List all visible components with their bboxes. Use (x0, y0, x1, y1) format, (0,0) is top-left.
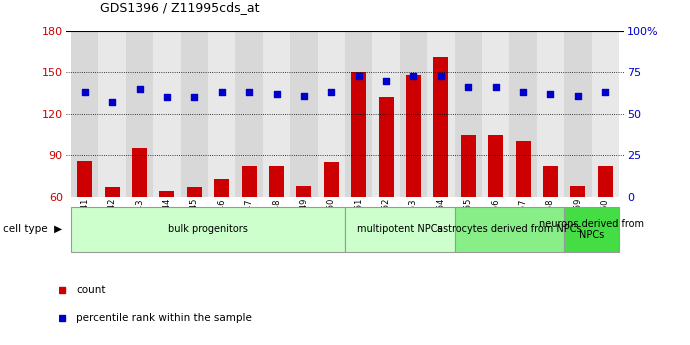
Point (189, 95, 200, 100)
Text: count: count (76, 285, 106, 295)
Bar (509, 31, 537, 197)
Text: multipotent NPCs: multipotent NPCs (357, 225, 442, 234)
Point (271, 91, 282, 97)
Text: bulk progenitors: bulk progenitors (168, 225, 248, 234)
Bar (126, 31, 153, 197)
Bar (297, 186, 311, 197)
Bar (317, 31, 345, 197)
Point (518, 90, 529, 95)
Bar (290, 31, 317, 197)
Bar (461, 135, 476, 197)
Point (326, 90, 337, 95)
Bar (159, 191, 175, 197)
Point (545, 91, 556, 97)
Point (490, 85, 501, 90)
Bar (71, 207, 345, 252)
Bar (598, 166, 613, 197)
Bar (373, 31, 400, 197)
Point (244, 90, 255, 95)
Point (573, 93, 584, 98)
Bar (351, 72, 366, 197)
Point (381, 78, 392, 83)
Bar (263, 31, 290, 197)
Point (107, 99, 118, 105)
Point (353, 73, 364, 79)
Point (600, 90, 611, 95)
Point (298, 93, 309, 98)
Bar (181, 31, 208, 197)
Text: neurons derived from
NPCs: neurons derived from NPCs (539, 219, 644, 240)
Point (134, 86, 145, 92)
Bar (571, 186, 585, 197)
Bar (433, 57, 448, 197)
Point (161, 95, 172, 100)
Bar (427, 31, 455, 197)
Point (79, 90, 90, 95)
Bar (235, 31, 263, 197)
Bar (400, 31, 427, 197)
Bar (482, 31, 509, 197)
Bar (99, 31, 126, 197)
Text: astrocytes derived from NPCs: astrocytes derived from NPCs (437, 225, 582, 234)
Bar (132, 148, 147, 197)
Bar (345, 31, 373, 197)
Bar (187, 187, 202, 197)
Bar (515, 141, 531, 197)
Bar (214, 179, 229, 197)
Bar (455, 31, 482, 197)
Text: percentile rank within the sample: percentile rank within the sample (76, 313, 252, 323)
Bar (208, 31, 235, 197)
Bar (77, 161, 92, 197)
Bar (455, 207, 564, 252)
Text: GDS1396 / Z11995cds_at: GDS1396 / Z11995cds_at (100, 1, 259, 14)
Point (463, 85, 474, 90)
Bar (105, 187, 119, 197)
Point (216, 90, 227, 95)
Bar (269, 166, 284, 197)
Bar (153, 31, 181, 197)
Bar (71, 31, 99, 197)
Bar (345, 207, 455, 252)
Bar (406, 75, 421, 197)
Bar (543, 166, 558, 197)
Bar (379, 97, 393, 197)
Bar (564, 31, 591, 197)
Text: cell type  ▶: cell type ▶ (3, 225, 63, 234)
Bar (241, 166, 257, 197)
Bar (591, 31, 619, 197)
Bar (488, 135, 503, 197)
Bar (324, 162, 339, 197)
Bar (537, 31, 564, 197)
Point (408, 73, 419, 79)
Point (435, 73, 446, 79)
Bar (564, 207, 619, 252)
